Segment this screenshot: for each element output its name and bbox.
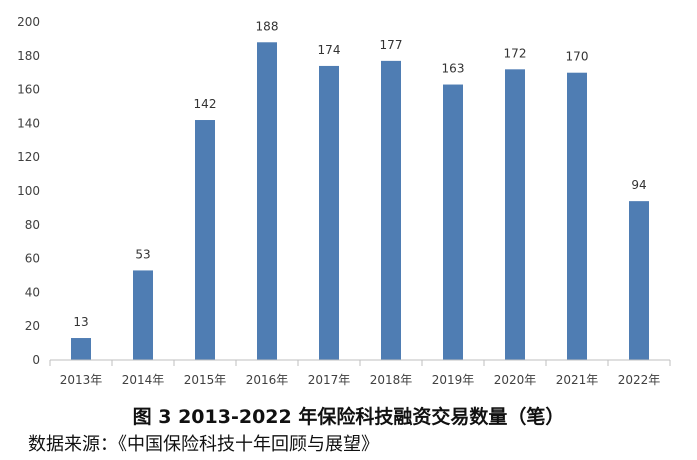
data-label: 172 [504, 46, 527, 60]
data-label: 94 [631, 178, 646, 192]
bar [195, 120, 215, 361]
data-label: 170 [566, 50, 589, 64]
bar [381, 60, 401, 361]
y-axis-ticks: 0 20 40 60 80 100 120 140 160 180 200 [17, 15, 40, 367]
bar [505, 69, 525, 360]
data-label: 142 [194, 97, 217, 111]
x-tick-label: 2014年 [122, 373, 165, 387]
y-tick-label: 0 [32, 353, 40, 367]
y-tick-label: 20 [25, 319, 40, 333]
data-label: 188 [256, 19, 279, 33]
y-tick-label: 120 [17, 150, 40, 164]
data-label: 177 [380, 38, 403, 52]
data-label: 163 [442, 62, 465, 76]
x-tick-label: 2022年 [618, 373, 661, 387]
x-tick-label: 2018年 [370, 373, 413, 387]
y-tick-label: 100 [17, 184, 40, 198]
bar-chart: 0 20 40 60 80 100 120 140 160 180 200 13 53 142 188 17… [17, 15, 671, 387]
data-labels: 13 53 142 188 174 177 163 172 170 94 [73, 19, 646, 329]
x-tick-label: 2013年 [60, 373, 103, 387]
data-label: 174 [318, 43, 341, 57]
chart-title: 图 3 2013-2022 年保险科技融资交易数量（笔） [132, 406, 565, 428]
x-axis-ticks: 2013年 2014年 2015年 2016年 2017年 2018年 2019年 2020年… [60, 373, 661, 387]
y-tick-label: 160 [17, 83, 40, 97]
y-tick-label: 60 [25, 252, 40, 266]
x-tick-label: 2020年 [494, 373, 537, 387]
bar [443, 84, 463, 360]
x-tick-label: 2021年 [556, 373, 599, 387]
source-note: 数据来源：《中国保险科技十年回顾与展望》 [28, 434, 379, 455]
x-tick-label: 2017年 [308, 373, 351, 387]
data-label: 13 [73, 315, 88, 329]
x-tick-label: 2019年 [432, 373, 475, 387]
bar [133, 270, 153, 360]
bar [257, 42, 277, 360]
bar [319, 65, 339, 360]
y-tick-label: 200 [17, 15, 40, 29]
x-tick-label: 2015年 [184, 373, 227, 387]
bar [567, 72, 587, 360]
y-tick-label: 80 [25, 218, 40, 232]
bar [629, 201, 649, 360]
x-tick-label: 2016年 [246, 373, 289, 387]
bar [71, 338, 91, 360]
bars [71, 42, 649, 361]
data-label: 53 [135, 247, 150, 261]
x-axis-tick-marks [49, 360, 671, 366]
y-tick-label: 180 [17, 49, 40, 63]
y-tick-label: 140 [17, 116, 40, 130]
y-tick-label: 40 [25, 285, 40, 299]
